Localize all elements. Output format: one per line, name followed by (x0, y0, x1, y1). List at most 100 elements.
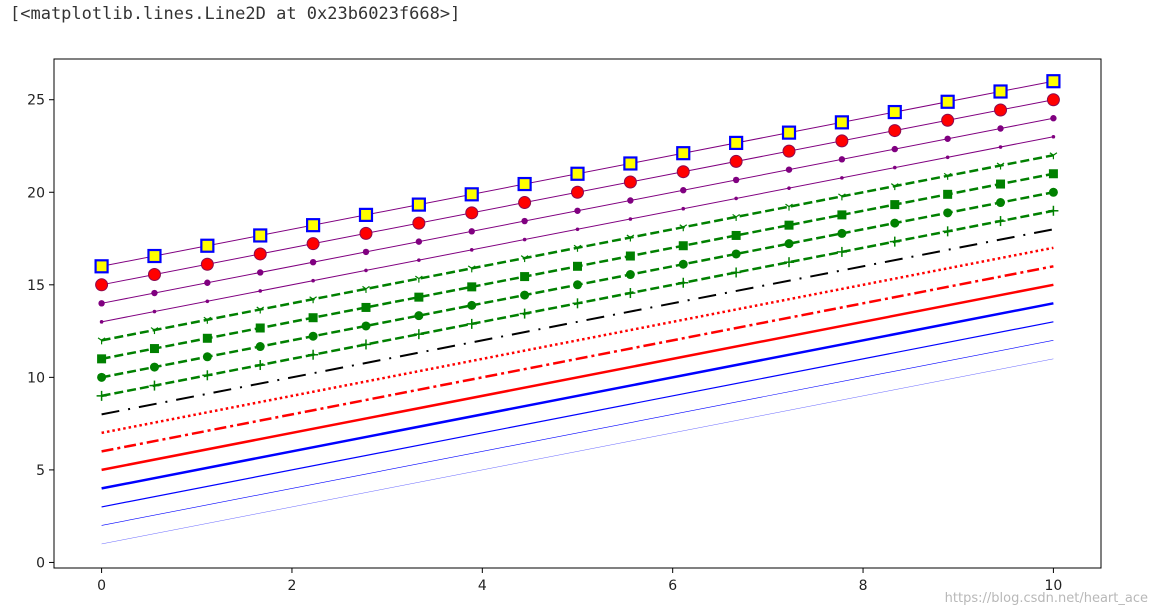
series-14-marker (782, 144, 796, 158)
series-15-marker (1046, 74, 1061, 89)
series-11-marker (943, 172, 949, 177)
series-14-marker (253, 247, 267, 261)
x-tick-label: 2 (287, 578, 296, 594)
series-11-marker (1053, 152, 1058, 156)
y-tick-label: 20 (27, 185, 45, 201)
series-13-marker (415, 238, 423, 245)
series-12-marker (258, 289, 263, 293)
series-line-7 (101, 228, 1054, 416)
series-11-marker (520, 255, 525, 259)
series-13-marker (98, 300, 105, 307)
series-13-marker (1050, 115, 1057, 122)
series-10-marker (573, 261, 582, 271)
series-15-marker (147, 248, 162, 264)
series-11-marker (735, 213, 740, 218)
series-11-marker (838, 193, 843, 197)
series-9-marker (520, 290, 530, 300)
y-tick-label: 10 (27, 370, 45, 386)
series-13-marker (521, 217, 528, 225)
series-9-marker (678, 259, 688, 269)
series-13-marker (204, 279, 211, 286)
series-14-marker (95, 278, 109, 292)
series-11-marker (630, 234, 635, 238)
series-11-marker (362, 285, 367, 290)
watermark: https://blog.csdn.net/heart_ace (944, 591, 1148, 606)
series-13-marker (891, 145, 898, 153)
series-9-marker (943, 208, 953, 218)
series-12-marker (681, 206, 686, 211)
cell-output-text: [<matplotlib.lines.Line2D at 0x23b6023f6… (10, 4, 461, 24)
series-14-marker (835, 134, 849, 148)
series-14-marker (359, 226, 373, 240)
series-line-4 (101, 283, 1054, 472)
x-tick-label: 0 (97, 578, 106, 594)
series-12-marker (152, 309, 157, 314)
series-11-marker (524, 255, 529, 259)
series-11-marker (996, 162, 1001, 167)
series-13-marker (997, 125, 1004, 132)
series-14-marker (676, 165, 690, 179)
series-15-marker (253, 228, 268, 243)
series-11-marker (418, 275, 423, 280)
series-11-marker (626, 234, 631, 238)
series-14-marker (994, 103, 1008, 117)
series-11-marker (154, 327, 159, 331)
series-12-marker (998, 145, 1003, 149)
series-12-marker (1051, 134, 1056, 139)
series-15-marker (358, 207, 374, 222)
series-10-marker (414, 292, 424, 302)
series-15-marker (781, 125, 797, 140)
series-15-marker (729, 135, 744, 151)
series-12-marker (628, 217, 633, 221)
series-12-marker (364, 268, 368, 273)
series-11-marker (1049, 152, 1054, 156)
series-10-marker (202, 333, 212, 343)
series-13-marker (732, 176, 740, 184)
series-11-marker (732, 213, 737, 218)
series-12-marker (734, 196, 738, 201)
series-line-3 (101, 302, 1054, 490)
series-15-marker (94, 259, 109, 274)
series-14-marker (729, 154, 743, 168)
series-11-marker (101, 337, 106, 341)
x-tick-label: 6 (668, 578, 677, 594)
series-11-marker (785, 203, 790, 208)
series-15-marker (993, 84, 1008, 99)
y-tick-label: 15 (27, 278, 45, 294)
series-15-marker (200, 238, 215, 253)
series-9-marker (308, 331, 318, 341)
series-13-marker (680, 187, 687, 194)
series-13-marker (785, 166, 793, 173)
x-tick-label: 4 (478, 578, 487, 594)
series-12-marker (311, 278, 315, 283)
series-14-marker (412, 216, 426, 230)
series-14-marker (888, 124, 902, 138)
series-15-marker (940, 94, 955, 109)
series-12-marker (205, 299, 210, 304)
x-tick-label: 8 (859, 578, 868, 594)
series-9-marker (573, 280, 582, 290)
series-14-marker (465, 206, 479, 220)
series-12-marker (945, 155, 950, 160)
series-11-marker (203, 316, 208, 321)
series-9-marker (837, 228, 847, 238)
series-10-marker (97, 354, 107, 364)
series-10-marker (1048, 169, 1058, 179)
series-12-marker (469, 248, 474, 252)
series-line-1 (101, 340, 1054, 526)
series-15-marker (464, 187, 479, 202)
series-12-marker (575, 227, 580, 232)
series-9-marker (361, 321, 371, 331)
series-12-marker (787, 186, 791, 190)
series-15-marker (834, 115, 849, 130)
x-tick-label: 10 (1044, 578, 1062, 594)
series-10-marker (996, 179, 1006, 189)
series-line-5 (101, 265, 1054, 453)
series-9-marker (1048, 187, 1058, 197)
series-12-marker (99, 320, 104, 324)
y-tick-label: 0 (36, 555, 45, 571)
series-14-marker (623, 175, 637, 189)
series-10-marker (255, 323, 265, 333)
series-15-marker (676, 146, 691, 161)
